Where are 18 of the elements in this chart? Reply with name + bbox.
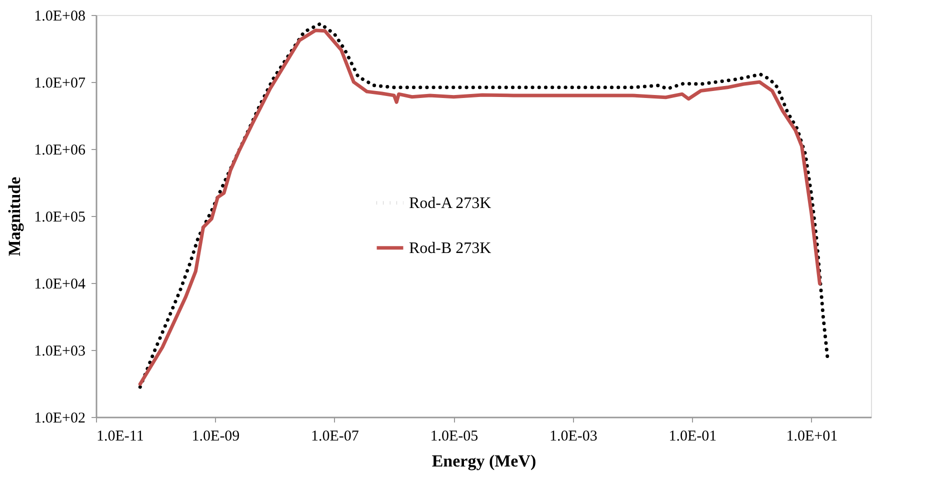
y-tick-label: 1.0E+07 bbox=[34, 76, 86, 92]
x-tick-label: 1.0E-05 bbox=[430, 428, 478, 444]
y-tick-label: 1.0E+08 bbox=[34, 8, 86, 24]
y-tick-label: 1.0E+05 bbox=[34, 210, 86, 226]
x-tick-label: 1.0E-01 bbox=[668, 428, 717, 444]
x-axis-title: Energy (MeV) bbox=[432, 452, 536, 470]
x-tick-label: 1.0E-11 bbox=[96, 428, 144, 444]
legend-label: Rod-B 273K bbox=[409, 240, 492, 257]
y-tick-label: 1.0E+03 bbox=[34, 344, 86, 360]
y-axis-title: Magnitude bbox=[5, 176, 24, 256]
x-tick-label: 1.0E-07 bbox=[311, 428, 360, 444]
y-tick-label: 1.0E+02 bbox=[34, 410, 86, 426]
x-tick-label: 1.0E-09 bbox=[192, 428, 240, 444]
x-tick-label: 1.0E+01 bbox=[786, 428, 838, 444]
legend-label: Rod-A 273K bbox=[409, 194, 492, 212]
y-tick-label: 1.0E+06 bbox=[34, 142, 86, 158]
y-tick-label: 1.0E+04 bbox=[34, 276, 86, 292]
x-tick-label: 1.0E-03 bbox=[549, 428, 598, 444]
